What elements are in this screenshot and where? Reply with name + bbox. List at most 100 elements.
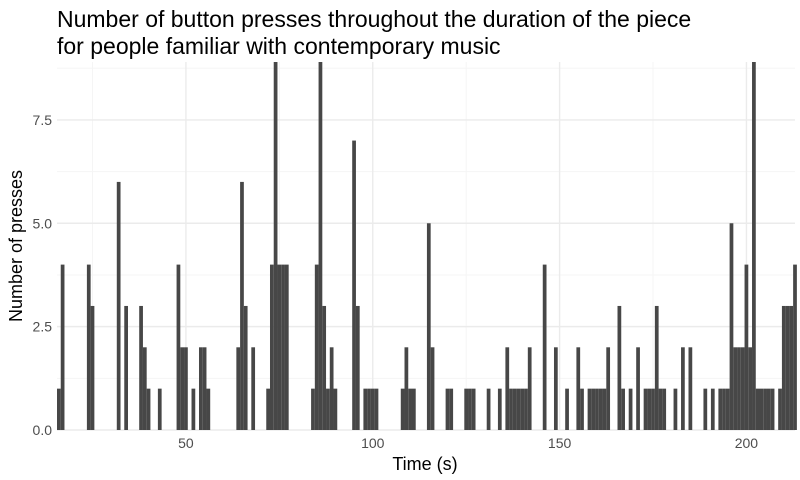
histogram-bar xyxy=(318,62,323,430)
histogram-bar xyxy=(733,347,738,430)
histogram-bar xyxy=(740,347,745,430)
x-tick-label: 200 xyxy=(735,435,759,451)
histogram-bar xyxy=(651,388,655,430)
histogram-bar xyxy=(90,305,95,430)
histogram-bar xyxy=(524,388,528,430)
histogram-bar xyxy=(284,264,289,430)
histogram-bar xyxy=(60,264,65,430)
histogram-bar xyxy=(621,388,625,430)
histogram-bar xyxy=(643,388,648,430)
histogram-bar xyxy=(411,388,416,430)
histogram-bar xyxy=(512,388,517,430)
histogram-bar xyxy=(311,388,315,430)
histogram-bar xyxy=(352,140,356,430)
histogram-bar xyxy=(370,388,375,430)
histogram-bar xyxy=(778,388,782,430)
x-axis-title: Time (s) xyxy=(392,454,457,474)
histogram-bar xyxy=(729,223,734,430)
histogram-bar xyxy=(766,388,771,430)
histogram-bar xyxy=(322,305,327,430)
histogram-bar xyxy=(184,347,188,430)
histogram-bar xyxy=(789,305,794,430)
histogram-bar xyxy=(363,388,368,430)
histogram-bar xyxy=(580,388,584,430)
histogram-bar xyxy=(329,347,334,430)
histogram-bar xyxy=(333,388,338,430)
histogram-bar xyxy=(587,388,592,430)
histogram-bar xyxy=(468,388,472,430)
histogram-bar xyxy=(752,62,756,430)
histogram-bar xyxy=(793,264,797,430)
histogram-bar xyxy=(314,264,319,430)
histogram-bar xyxy=(142,347,147,430)
histogram-bar xyxy=(505,347,510,430)
histogram-bar xyxy=(486,388,491,430)
x-tick-label: 150 xyxy=(548,435,572,451)
histogram-bar xyxy=(146,388,151,430)
y-tick-label: 0.0 xyxy=(33,422,53,438)
histogram-bar xyxy=(326,388,330,430)
histogram-bar xyxy=(591,388,596,430)
histogram-bar xyxy=(542,264,547,430)
histogram-bar xyxy=(180,347,185,430)
histogram-bar xyxy=(755,388,760,430)
histogram-bar xyxy=(509,388,513,430)
histogram-bar xyxy=(527,347,532,430)
histogram-bar xyxy=(737,347,741,430)
histogram-bar xyxy=(157,388,162,430)
histogram-bar xyxy=(251,347,256,430)
y-tick-label: 5.0 xyxy=(33,215,53,231)
histogram-bar xyxy=(718,388,723,430)
histogram-bar xyxy=(595,388,599,430)
histogram-bar xyxy=(516,388,521,430)
histogram-bar xyxy=(404,347,409,430)
chart-title-line-2: for people familiar with contemporary mu… xyxy=(57,33,501,59)
histogram-bar xyxy=(355,305,360,430)
x-tick-label: 100 xyxy=(361,435,385,451)
histogram-bar xyxy=(576,347,581,430)
histogram-bar xyxy=(763,388,767,430)
histogram-bar xyxy=(269,264,274,430)
histogram-bar xyxy=(198,347,203,430)
histogram-bar xyxy=(703,388,708,430)
histogram-bar xyxy=(86,264,91,430)
histogram-bars xyxy=(57,62,797,430)
histogram-bar xyxy=(722,388,726,430)
chart-title-line-1: Number of button presses throughout the … xyxy=(57,6,691,32)
histogram-bar xyxy=(781,305,786,430)
histogram-bar xyxy=(636,347,640,430)
histogram-bar xyxy=(273,62,278,430)
histogram-bar xyxy=(681,347,685,430)
histogram-bar xyxy=(367,388,371,430)
histogram-bar xyxy=(658,388,663,430)
histogram-bar xyxy=(688,347,693,430)
histogram-bar xyxy=(647,388,652,430)
histogram-bar xyxy=(606,347,611,430)
histogram-bar xyxy=(725,388,730,430)
histogram-bar xyxy=(770,388,775,430)
histogram-bar xyxy=(748,347,753,430)
histogram-bar xyxy=(654,305,659,430)
histogram-bar xyxy=(553,347,558,430)
histogram-bar xyxy=(240,181,244,430)
histogram-bar xyxy=(673,388,678,430)
histogram-bar xyxy=(281,264,285,430)
histogram-bar xyxy=(176,264,181,430)
histogram-bar xyxy=(139,305,143,430)
histogram-bar xyxy=(57,388,61,430)
y-tick-label: 2.5 xyxy=(33,319,53,335)
histogram-bar xyxy=(628,388,633,430)
histogram-bar xyxy=(277,264,282,430)
histogram-bar xyxy=(202,347,207,430)
histogram-bar xyxy=(744,264,749,430)
tick-labels: 50 100 150 200 0.0 2.5 5.0 7.5 xyxy=(33,112,759,451)
histogram-bar xyxy=(191,388,196,430)
histogram-bar xyxy=(602,388,607,430)
histogram-bar xyxy=(759,388,764,430)
histogram-bar xyxy=(471,388,476,430)
y-tick-label: 7.5 xyxy=(33,112,53,128)
histogram-bar xyxy=(464,388,469,430)
histogram-bar xyxy=(124,305,128,430)
histogram-bar xyxy=(116,181,121,430)
